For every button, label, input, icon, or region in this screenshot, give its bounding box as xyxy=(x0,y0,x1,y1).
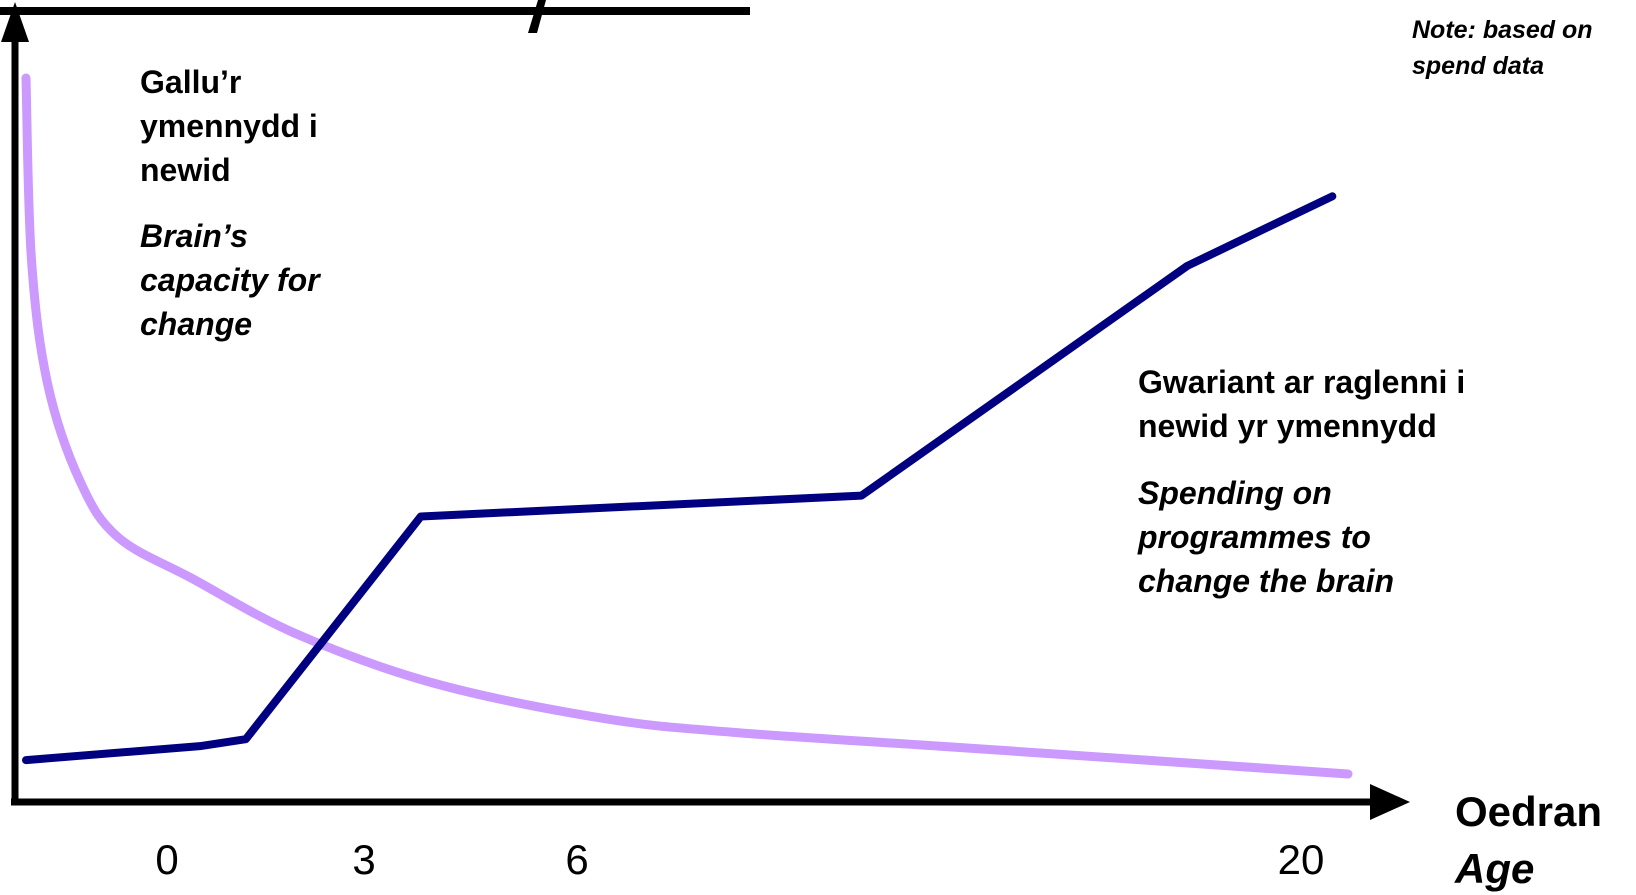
y-axis-arrow xyxy=(1,2,29,42)
x-axis-title-english: Age xyxy=(1455,845,1535,892)
series-line-brain-capacity xyxy=(21,73,1353,779)
note-text: Note: based on spend data xyxy=(1412,16,1593,80)
brain-label-welsh: Gallu’r ymennydd i newid xyxy=(140,64,318,188)
series-line-spending xyxy=(22,192,1337,765)
title-fragment xyxy=(528,0,546,33)
x-axis-title: Oedran xyxy=(1455,788,1603,835)
spend-label-english: Spending on programmes to change the bra… xyxy=(1138,475,1395,599)
spend-label-welsh: Gwariant ar raglenni i newid yr ymennydd xyxy=(1138,364,1466,444)
x-tick-label: 3 xyxy=(352,836,376,883)
series-layer xyxy=(21,73,1353,779)
x-tick-label: 20 xyxy=(1277,836,1325,883)
x-axis-arrow xyxy=(1370,784,1410,820)
x-tick-label: 0 xyxy=(155,836,179,883)
x-tick-label: 6 xyxy=(565,836,589,883)
brain-label-english: Brain’s capacity for change xyxy=(140,218,320,342)
